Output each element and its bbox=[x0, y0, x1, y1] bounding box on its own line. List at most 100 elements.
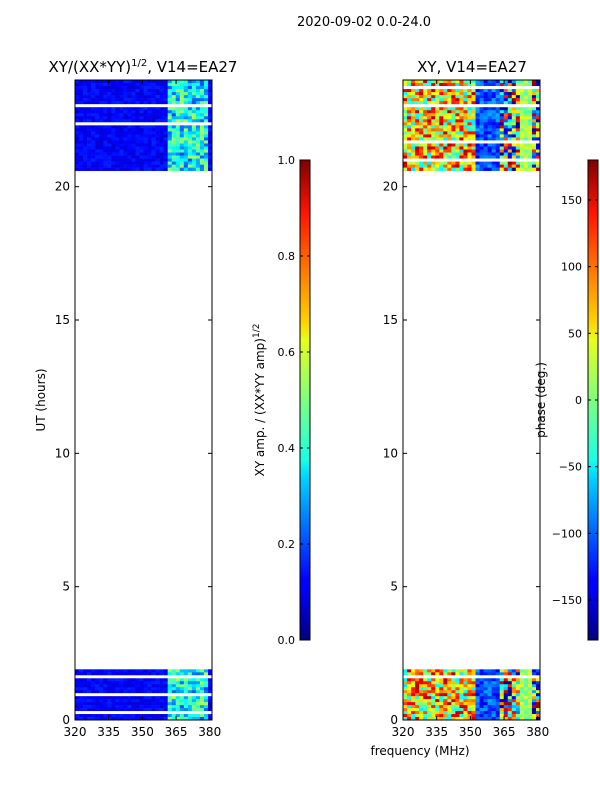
heatmap-cell bbox=[423, 158, 428, 162]
heatmap-cell bbox=[455, 131, 460, 135]
heatmap-cell bbox=[147, 717, 152, 721]
heatmap-cell bbox=[459, 158, 464, 162]
heatmap-cell bbox=[143, 684, 148, 688]
heatmap-cell bbox=[171, 95, 177, 99]
amplitude-title-main: XY/(XX*YY) bbox=[49, 58, 132, 76]
heatmap-cell bbox=[183, 675, 189, 679]
heatmap-cell bbox=[419, 711, 424, 715]
heatmap-cell bbox=[103, 687, 108, 691]
heatmap-cell bbox=[527, 678, 533, 682]
heatmap-cell bbox=[527, 702, 533, 706]
heatmap-cell bbox=[75, 167, 80, 171]
heatmap-cell bbox=[515, 137, 521, 141]
heatmap-cell bbox=[495, 167, 501, 171]
heatmap-cell bbox=[95, 98, 100, 102]
heatmap-cell bbox=[423, 684, 428, 688]
colorbar-tick-label: 0.8 bbox=[278, 250, 296, 263]
heatmap-cell bbox=[179, 155, 185, 159]
heatmap-cell bbox=[475, 690, 480, 694]
heatmap-cell bbox=[159, 167, 164, 171]
heatmap-cell bbox=[491, 708, 496, 712]
heatmap-cell bbox=[207, 681, 213, 685]
heatmap-cell bbox=[99, 143, 104, 147]
heatmap-cell bbox=[443, 708, 448, 712]
heatmap-cell bbox=[431, 113, 436, 117]
heatmap-cell bbox=[75, 711, 80, 715]
heatmap-cell bbox=[419, 717, 424, 721]
heatmap-cell bbox=[139, 128, 144, 132]
heatmap-cell bbox=[491, 152, 496, 156]
heatmap-cell bbox=[507, 101, 513, 105]
heatmap-cell bbox=[147, 158, 152, 162]
heatmap-cell bbox=[195, 146, 201, 150]
heatmap-cell bbox=[423, 675, 428, 679]
heatmap-cell bbox=[103, 684, 108, 688]
heatmap-cell bbox=[155, 119, 160, 123]
heatmap-cell bbox=[191, 146, 197, 150]
heatmap-cell bbox=[483, 699, 488, 703]
heatmap-cell bbox=[135, 107, 140, 111]
heatmap-cell bbox=[143, 86, 148, 90]
heatmap-cell bbox=[535, 128, 541, 132]
heatmap-cell bbox=[103, 678, 108, 682]
heatmap-cell bbox=[507, 149, 513, 153]
heatmap-cell bbox=[419, 693, 424, 697]
heatmap-cell bbox=[463, 95, 468, 99]
heatmap-cell bbox=[91, 98, 96, 102]
heatmap-cell bbox=[131, 131, 136, 135]
heatmap-cell bbox=[483, 104, 488, 108]
heatmap-cell bbox=[203, 92, 209, 96]
heatmap-cell bbox=[143, 681, 148, 685]
heatmap-cell bbox=[151, 125, 156, 129]
heatmap-cell bbox=[495, 158, 501, 162]
heatmap-cell bbox=[119, 137, 124, 141]
heatmap-cell bbox=[407, 155, 412, 159]
heatmap-cell bbox=[467, 143, 472, 147]
heatmap-cell bbox=[523, 699, 529, 703]
heatmap-cell bbox=[195, 155, 201, 159]
heatmap-cell bbox=[87, 119, 92, 123]
heatmap-cell bbox=[87, 140, 92, 144]
heatmap-cell bbox=[163, 107, 168, 111]
heatmap-cell bbox=[191, 86, 197, 90]
heatmap-cell bbox=[135, 690, 140, 694]
heatmap-cell bbox=[119, 690, 124, 694]
heatmap-cell bbox=[423, 167, 428, 171]
heatmap-cell bbox=[535, 708, 541, 712]
heatmap-cell bbox=[151, 137, 156, 141]
heatmap-cell bbox=[519, 113, 525, 117]
heatmap-cell bbox=[143, 708, 148, 712]
heatmap-cell bbox=[459, 104, 464, 108]
heatmap-cell bbox=[91, 705, 96, 709]
heatmap-cell bbox=[87, 164, 92, 168]
heatmap-cell bbox=[511, 104, 517, 108]
heatmap-cell bbox=[187, 140, 193, 144]
heatmap-cell bbox=[423, 690, 428, 694]
heatmap-cell bbox=[75, 140, 80, 144]
heatmap-cell bbox=[87, 95, 92, 99]
heatmap-cell bbox=[435, 155, 440, 159]
heatmap-cell bbox=[91, 690, 96, 694]
heatmap-cell bbox=[147, 678, 152, 682]
heatmap-cell bbox=[431, 678, 436, 682]
heatmap-cell bbox=[123, 104, 128, 108]
heatmap-cell bbox=[523, 140, 529, 144]
heatmap-cell bbox=[183, 684, 189, 688]
heatmap-cell bbox=[455, 140, 460, 144]
heatmap-cell bbox=[139, 167, 144, 171]
heatmap-cell bbox=[447, 705, 452, 709]
heatmap-cell bbox=[435, 711, 440, 715]
heatmap-cell bbox=[99, 678, 104, 682]
heatmap-cell bbox=[427, 675, 432, 679]
heatmap-cell bbox=[471, 161, 476, 165]
heatmap-cell bbox=[107, 104, 112, 108]
heatmap-cell bbox=[475, 80, 480, 84]
heatmap-cell bbox=[415, 131, 420, 135]
heatmap-cell bbox=[147, 167, 152, 171]
heatmap-cell bbox=[419, 696, 424, 700]
heatmap-cell bbox=[479, 104, 484, 108]
heatmap-cell bbox=[203, 711, 209, 715]
heatmap-cell bbox=[527, 80, 533, 84]
heatmap-cell bbox=[483, 696, 488, 700]
heatmap-cell bbox=[123, 687, 128, 691]
